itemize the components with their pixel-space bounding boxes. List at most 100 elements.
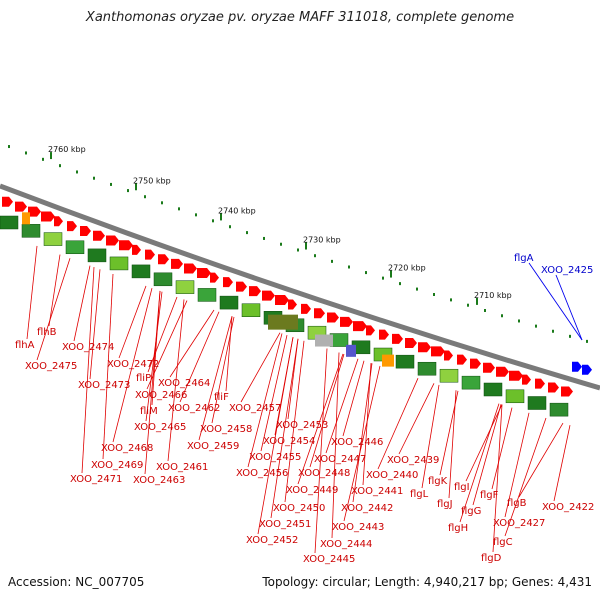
leader-line [504, 412, 530, 518]
gene-arrow [223, 277, 233, 288]
gene-arrow [366, 325, 375, 336]
scale-dot [518, 319, 520, 323]
leader-line [147, 296, 178, 373]
gene-arrow [535, 378, 545, 389]
gene-label: XOO_2468 [101, 443, 153, 454]
scale-tick-label: 2720 kbp [388, 264, 426, 273]
gene-label: XOO_2473 [78, 380, 130, 391]
scale-dot [127, 189, 129, 193]
gene-arrow [275, 295, 289, 306]
gene-arrow [262, 290, 275, 301]
gene-arrow [2, 196, 13, 207]
cds-block-olive [268, 314, 298, 330]
gene-label: XOO_2443 [332, 522, 384, 533]
leader-line [352, 363, 373, 503]
cds-block [241, 303, 261, 317]
gene-label: XOO_2453 [276, 420, 328, 431]
leader-line [198, 316, 233, 441]
leader-line [247, 333, 283, 468]
leader-line [48, 254, 61, 327]
scale-dot [382, 276, 384, 280]
cds-block-gray [315, 334, 333, 347]
leader-line [112, 287, 153, 443]
gene-label: XOO_2447 [314, 454, 366, 465]
gene-label: XOO_2474 [62, 342, 114, 353]
gene-label: flhB [37, 327, 57, 338]
scale-dot [25, 151, 27, 155]
leader-line [145, 291, 163, 422]
gene-arrow [483, 362, 495, 373]
gene-arrow [340, 316, 353, 327]
gene-arrow [132, 244, 141, 255]
scale-dot [314, 254, 316, 258]
leader-lines [26, 245, 583, 554]
gene-label: XOO_2459 [187, 441, 239, 452]
cds-block [549, 402, 569, 417]
scale-dot [195, 213, 197, 217]
leader-line [472, 404, 502, 506]
scale-dot [178, 207, 180, 211]
gene-label-highlight: XOO_2425 [541, 265, 593, 276]
scale-dot [348, 265, 350, 269]
cds-block [505, 389, 525, 404]
scale-dot [552, 329, 554, 333]
gene-label: XOO_2452 [246, 535, 298, 546]
gene-label: XOO_2439 [387, 455, 439, 466]
gene-label: XOO_2475 [25, 361, 77, 372]
scale-dot [450, 298, 452, 302]
scale-tick [50, 152, 52, 160]
gene-label: XOO_2442 [341, 503, 393, 514]
gene-arrow [314, 308, 325, 319]
leader-line-blue [555, 274, 583, 341]
gene-arrow [184, 263, 197, 274]
leader-line [146, 300, 188, 390]
gene-arrow [67, 221, 77, 232]
scale-dot [8, 145, 10, 149]
leader-line [459, 403, 500, 523]
leader-line [362, 363, 372, 486]
gene-arrow [106, 235, 119, 246]
gene-arrow [28, 206, 41, 217]
leader-line [421, 384, 440, 489]
gene-label: XOO_2464 [158, 378, 210, 389]
leader-line [297, 353, 344, 485]
gene-label: XOO_2471 [70, 474, 122, 485]
scale-dot [212, 219, 214, 223]
gene-arrow [353, 321, 367, 332]
gene-arrow [561, 386, 573, 397]
gene-label: XOO_2456 [236, 468, 288, 479]
scale-dot [297, 248, 299, 252]
leader-line [314, 348, 328, 554]
scale-dot [144, 195, 146, 199]
leader-line [342, 360, 365, 437]
scale-labels: 2760 kbp 2750 kbp 2740 kbp 2730 kbp 2720 kbp… [48, 145, 512, 305]
leader-line [73, 265, 91, 342]
gene-label: XOO_2454 [263, 436, 315, 447]
leader-line [89, 269, 101, 380]
gene-arrow [93, 230, 105, 241]
leader-line [492, 404, 503, 553]
cds-block [109, 256, 129, 271]
cds-block [439, 368, 459, 383]
scale-tick [390, 270, 392, 278]
cds-block [131, 264, 151, 279]
scale-dot [246, 231, 248, 235]
gene-label: flgI [454, 482, 470, 493]
gene-label: flgG [461, 506, 481, 517]
gene-label-highlight: flgA [514, 253, 534, 264]
leader-line [504, 417, 547, 537]
leader-line [81, 267, 95, 474]
leader-line [465, 404, 503, 482]
gene-arrow [470, 358, 481, 369]
leader-line [167, 299, 185, 462]
leader-line [240, 332, 281, 403]
cds-block [417, 361, 437, 376]
gene-label: XOO_2457 [229, 403, 281, 414]
gene-label: XOO_2422 [542, 502, 594, 513]
gene-arrow [405, 338, 417, 349]
cds-block-orange [382, 354, 394, 367]
scale-tick [305, 242, 307, 250]
gene-arrow [249, 286, 261, 297]
gene-arrow [444, 350, 453, 361]
